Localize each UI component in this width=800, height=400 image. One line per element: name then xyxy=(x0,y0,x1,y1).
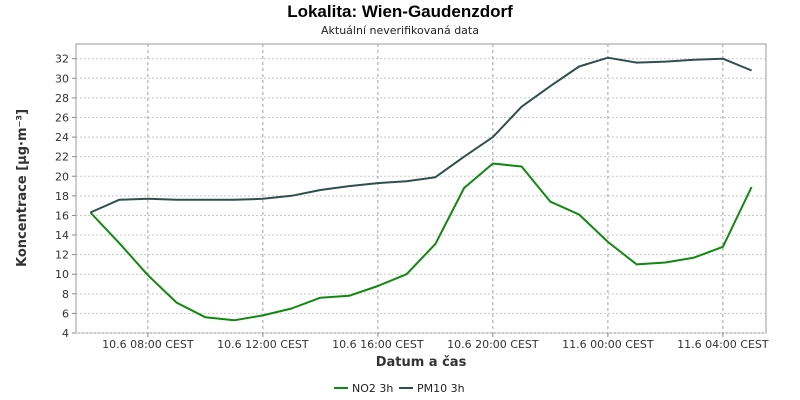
y-tick-label: 16 xyxy=(55,209,69,222)
x-tick-label: 10.6 16:00 CEST xyxy=(332,338,424,351)
x-tick-label: 10.6 12:00 CEST xyxy=(217,338,309,351)
x-gridlines xyxy=(147,44,724,333)
y-tick-label: 28 xyxy=(55,92,69,105)
x-tick-label: 10.6 08:00 CEST xyxy=(102,338,194,351)
y-tick-label: 4 xyxy=(62,327,69,340)
series-line-no2-3h xyxy=(89,162,753,322)
legend-label: PM10 3h xyxy=(417,382,465,395)
x-tick-label: 11.6 04:00 CEST xyxy=(677,338,769,351)
legend-label: NO2 3h xyxy=(352,382,393,395)
y-tick-label: 32 xyxy=(55,53,69,66)
y-tick-label: 14 xyxy=(55,229,69,242)
chart-title: Lokalita: Wien-Gaudenzdorf xyxy=(287,2,513,21)
y-tick-label: 30 xyxy=(55,72,69,85)
y-tick-label: 20 xyxy=(55,170,69,183)
y-axis-ticks: 4 6 8 10 12 14 16 18 20 22 24 26 28 30 32 xyxy=(55,53,76,340)
y-tick-label: 10 xyxy=(55,268,69,281)
chart-subtitle: Aktuální neverifikovaná data xyxy=(321,24,479,37)
y-tick-label: 8 xyxy=(62,288,69,301)
plot-area xyxy=(75,43,767,334)
x-axis-ticks: 10.6 08:00 CEST 10.6 12:00 CEST 10.6 16:00… xyxy=(102,333,769,351)
series-lines xyxy=(89,56,753,322)
y-tick-label: 12 xyxy=(55,249,69,262)
y-tick-label: 24 xyxy=(55,131,69,144)
x-axis-label: Datum a čas xyxy=(376,355,467,370)
series-line-pm10-3h xyxy=(89,56,752,214)
legend: NO2 3h PM10 3h xyxy=(334,382,465,395)
x-tick-label: 11.6 00:00 CEST xyxy=(562,338,654,351)
y-tick-label: 18 xyxy=(55,190,69,203)
y-gridlines xyxy=(76,58,766,334)
y-tick-label: 6 xyxy=(62,307,69,320)
y-axis-label: Koncentrace [µg·m⁻³] xyxy=(15,109,30,267)
x-tick-label: 10.6 20:00 CEST xyxy=(447,338,539,351)
y-tick-label: 26 xyxy=(55,111,69,124)
y-tick-label: 22 xyxy=(55,151,69,164)
